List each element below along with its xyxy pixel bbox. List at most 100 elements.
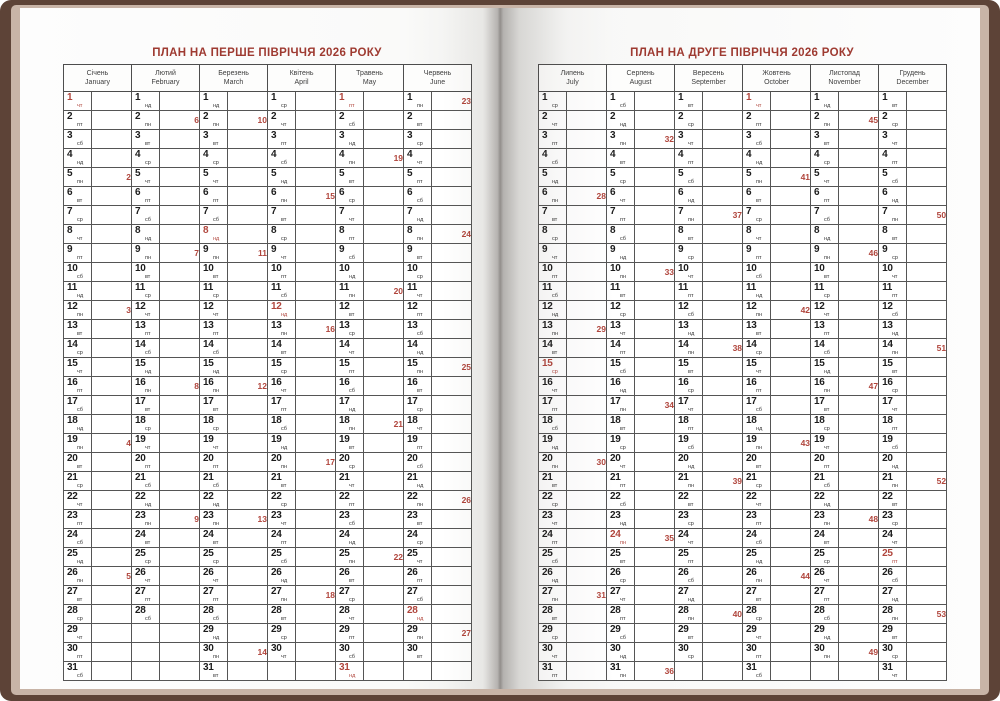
- day-number: 12: [542, 301, 553, 312]
- weekday-abbr: пн: [688, 217, 695, 223]
- calendar-row: 12 нд 12 ср 12 сб 12 пн 42 12 чт 12 сб: [538, 300, 948, 320]
- day-cell: 15 нд: [199, 357, 229, 377]
- day-cell: 3 ср: [403, 129, 433, 149]
- day-cell: 3 пт: [538, 129, 567, 149]
- weekday-abbr: пт: [552, 407, 558, 413]
- day-number: 6: [271, 187, 277, 198]
- day-number: 11: [882, 282, 893, 293]
- weekday-abbr: пт: [213, 597, 219, 603]
- day-cell: 13 пт: [810, 319, 840, 339]
- weekday-abbr: вт: [552, 350, 558, 356]
- day-number: 9: [135, 244, 141, 255]
- week-number: 30: [565, 452, 608, 472]
- day-cell: 28 сб: [810, 604, 840, 624]
- calendar-row: 11 сб 11 вт 11 пт 11 нд 11 ср 11 пт: [538, 281, 948, 301]
- weekday-abbr: чт: [77, 502, 83, 508]
- day-number: 11: [542, 282, 552, 293]
- weekday-abbr: чт: [620, 464, 626, 470]
- weekday-abbr: ср: [145, 559, 151, 565]
- weekday-abbr: пн: [417, 502, 424, 508]
- day-number: 11: [203, 282, 213, 293]
- weekday-abbr: пн: [756, 312, 763, 318]
- day-number: 17: [542, 396, 553, 407]
- day-cell: 24 ср: [403, 528, 433, 548]
- calendar-row: 23 пт 23 пн 9 23 пн 13 23 чт 23 сб 23 вт: [63, 509, 473, 529]
- day-cell: 8 пт: [335, 224, 365, 244]
- day-number: 6: [339, 187, 345, 198]
- day-number: 8: [542, 225, 548, 236]
- day-cell: 13 пт: [199, 319, 229, 339]
- notes-cell: [158, 395, 201, 415]
- notes-cell: [91, 585, 132, 605]
- notes-cell: [565, 414, 608, 434]
- notes-cell: [363, 528, 405, 548]
- notes-cell: [838, 490, 880, 510]
- notes-cell: [702, 547, 744, 567]
- day-cell: 20 сб: [403, 452, 433, 472]
- notes-cell: [158, 414, 201, 434]
- day-cell: 24 чт: [674, 528, 704, 548]
- day-cell: 24 пт: [538, 528, 567, 548]
- weekday-abbr: сб: [756, 274, 762, 280]
- day-number: 19: [203, 434, 214, 445]
- day-cell: 1 сб: [606, 91, 636, 111]
- notes-cell: [838, 91, 880, 111]
- day-number: 23: [407, 510, 418, 521]
- day-number: 15: [407, 358, 418, 369]
- day-cell: 19 сб: [674, 433, 704, 453]
- day-cell: 2 пн: [199, 110, 229, 130]
- weekday-abbr: нд: [281, 179, 288, 185]
- weekday-abbr: нд: [688, 331, 695, 337]
- day-cell: [267, 661, 297, 681]
- day-number: 4: [882, 149, 888, 160]
- day-number: 11: [746, 282, 757, 293]
- day-cell: 21 чт: [335, 471, 365, 491]
- day-cell: 22 пт: [335, 490, 365, 510]
- month-name-uk: Грудень: [899, 70, 926, 77]
- day-number: 14: [678, 339, 689, 350]
- weekday-abbr: сб: [620, 369, 626, 375]
- weekday-abbr: чт: [892, 141, 898, 147]
- weekday-abbr: пн: [688, 616, 695, 622]
- day-number: 6: [407, 187, 413, 198]
- week-number: 11: [227, 243, 269, 263]
- day-cell: 20 нд: [674, 452, 704, 472]
- week-number: 4: [91, 433, 132, 453]
- notes-cell: [227, 224, 269, 244]
- day-number: 10: [678, 263, 689, 274]
- week-number: 43: [770, 433, 812, 453]
- day-cell: 21 пн: [674, 471, 704, 491]
- weekday-abbr: вт: [824, 407, 830, 413]
- day-number: 17: [678, 396, 689, 407]
- day-cell: 10 ср: [403, 262, 433, 282]
- weekday-abbr: нд: [892, 597, 899, 603]
- day-number: 19: [678, 434, 689, 445]
- day-number: 3: [203, 130, 209, 141]
- notes-cell: [363, 490, 405, 510]
- notes-cell: [363, 585, 405, 605]
- day-cell: 4 пн: [335, 148, 365, 168]
- day-cell: 26 ср: [606, 566, 636, 586]
- day-number: 18: [678, 415, 689, 426]
- notes-cell: [702, 148, 744, 168]
- calendar-row: 4 сб 4 вт 4 пт 4 нд 4 ср 4 пт: [538, 148, 948, 168]
- notes-cell: [158, 566, 201, 586]
- notes-cell: [906, 509, 948, 529]
- notes-cell: [702, 376, 744, 396]
- notes-cell: [838, 414, 880, 434]
- day-cell: 19 пн: [63, 433, 92, 453]
- notes-cell: [702, 528, 744, 548]
- notes-cell: [838, 129, 880, 149]
- day-cell: 7 вт: [267, 205, 297, 225]
- weekday-abbr: вт: [688, 635, 694, 641]
- weekday-abbr: пн: [620, 407, 627, 413]
- day-cell: 7 ср: [742, 205, 772, 225]
- calendar-row: 17 пт 17 пн 34 17 чт 17 сб 17 вт 17 чт: [538, 395, 948, 415]
- week-number: 10: [227, 110, 269, 130]
- day-number: 21: [610, 472, 621, 483]
- day-number: 18: [203, 415, 214, 426]
- notes-cell: [770, 528, 812, 548]
- notes-cell: [634, 547, 676, 567]
- day-cell: 4 вт: [606, 148, 636, 168]
- notes-cell: [634, 490, 676, 510]
